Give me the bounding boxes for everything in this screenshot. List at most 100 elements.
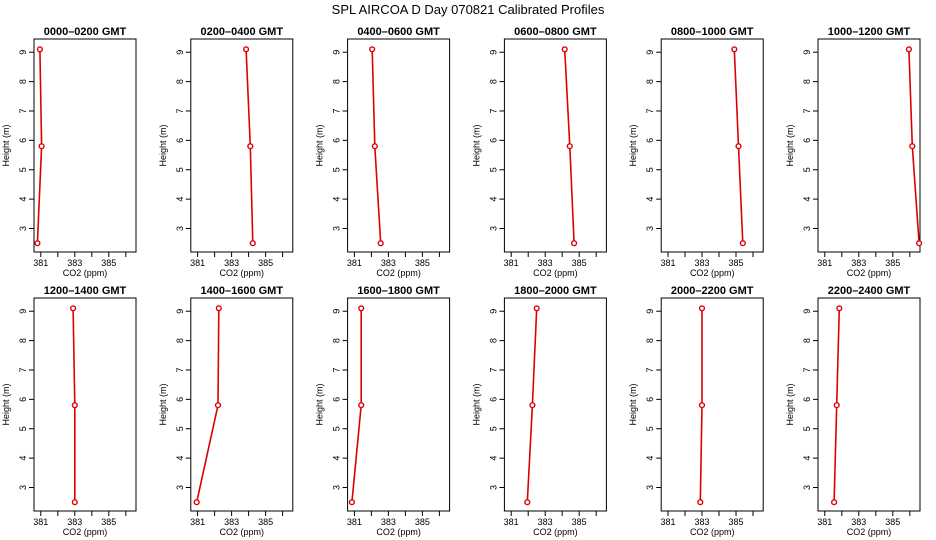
y-tick-label: 7 <box>18 108 28 113</box>
x-axis-label: CO2 (ppm) <box>63 527 108 537</box>
data-point <box>561 46 568 53</box>
y-tick-label: 9 <box>332 50 342 55</box>
x-tick-label: 381 <box>817 258 832 268</box>
y-axis-label: Height (m) <box>471 383 481 425</box>
y-tick-label: 5 <box>645 167 655 172</box>
profile-panel: 0200–0400 GMT 381 383 385 3 4 5 6 7 8 9 CO2 (ppm) He… <box>158 26 294 278</box>
x-tick-label: 383 <box>67 258 82 268</box>
y-tick-label: 3 <box>488 226 498 231</box>
y-tick-label: 6 <box>18 397 28 402</box>
panel-title: 0600–0800 GMT <box>514 26 597 38</box>
y-tick-label: 5 <box>802 426 812 431</box>
y-tick-label: 7 <box>175 108 185 113</box>
panel-title: 1400–1600 GMT <box>201 285 284 297</box>
x-axis-label: CO2 (ppm) <box>220 527 265 537</box>
data-point <box>38 143 45 150</box>
y-axis-label: Height (m) <box>315 124 325 166</box>
y-tick-label: 3 <box>488 485 498 490</box>
panel-title: 0400–0600 GMT <box>357 26 440 38</box>
y-tick-label: 8 <box>175 79 185 84</box>
data-point <box>358 305 365 312</box>
data-point <box>830 499 838 506</box>
panel-title: 0000–0200 GMT <box>44 26 127 38</box>
data-point <box>369 46 376 53</box>
x-tick-label: 381 <box>660 258 675 268</box>
x-tick-label: 383 <box>381 258 396 268</box>
data-point <box>731 46 738 53</box>
y-axis-label: Height (m) <box>1 124 11 166</box>
x-tick-label: 385 <box>101 258 116 268</box>
profile-panel: 1400–1600 GMT 381 383 385 3 4 5 6 7 8 9 CO2 (ppm) He… <box>158 285 294 537</box>
y-tick-label: 7 <box>488 108 498 113</box>
x-axis-label: CO2 (ppm) <box>63 268 108 278</box>
data-point <box>71 402 78 409</box>
y-tick-label: 3 <box>645 485 655 490</box>
y-tick-label: 9 <box>488 50 498 55</box>
x-tick-label: 383 <box>381 517 396 527</box>
x-axis-label: CO2 (ppm) <box>220 268 265 278</box>
y-tick-label: 7 <box>645 367 655 372</box>
x-tick-label: 383 <box>694 517 709 527</box>
y-axis-label: Height (m) <box>785 124 795 166</box>
plot-frame <box>347 38 451 253</box>
y-tick-label: 5 <box>175 426 185 431</box>
x-tick-label: 385 <box>415 258 430 268</box>
data-point <box>377 240 384 247</box>
x-tick-label: 385 <box>258 258 273 268</box>
data-point <box>69 305 77 312</box>
plot-frame <box>817 38 921 253</box>
x-tick-label: 381 <box>504 258 519 268</box>
y-tick-label: 8 <box>332 79 342 84</box>
data-point <box>697 499 704 506</box>
y-axis-label: Height (m) <box>471 124 481 166</box>
y-tick-label: 7 <box>645 108 655 113</box>
x-tick-label: 381 <box>347 517 362 527</box>
data-point <box>214 402 222 409</box>
y-tick-label: 6 <box>645 397 655 402</box>
data-point <box>698 402 706 409</box>
y-axis-label: Height (m) <box>785 383 795 425</box>
y-tick-label: 6 <box>332 397 342 402</box>
data-point <box>905 46 913 53</box>
x-axis-label: CO2 (ppm) <box>376 268 421 278</box>
x-axis-label: CO2 (ppm) <box>533 268 578 278</box>
x-tick-label: 383 <box>224 258 239 268</box>
data-point <box>71 499 78 506</box>
x-tick-label: 385 <box>728 517 743 527</box>
y-tick-label: 3 <box>18 226 28 231</box>
y-tick-label: 3 <box>175 226 185 231</box>
x-tick-label: 383 <box>851 258 866 268</box>
data-point <box>698 305 706 312</box>
y-tick-label: 9 <box>175 50 185 55</box>
figure-title: SPL AIRCOA D Day 070821 Calibrated Profi… <box>332 2 605 17</box>
panel-title: 2200–2400 GMT <box>828 285 911 297</box>
x-axis-label: CO2 (ppm) <box>847 527 892 537</box>
x-axis-label: CO2 (ppm) <box>690 527 735 537</box>
y-tick-label: 9 <box>332 309 342 314</box>
y-axis-label: Height (m) <box>1 383 11 425</box>
y-tick-label: 3 <box>802 226 812 231</box>
profile-panel: 1000–1200 GMT 381 383 385 3 4 5 6 7 8 9 CO2 (ppm) He… <box>785 26 923 278</box>
plot-frame <box>190 297 294 512</box>
y-tick-label: 6 <box>175 397 185 402</box>
y-tick-label: 7 <box>488 367 498 372</box>
plot-frame <box>33 38 137 253</box>
y-tick-label: 6 <box>18 138 28 143</box>
x-tick-label: 381 <box>504 517 519 527</box>
y-tick-label: 5 <box>645 426 655 431</box>
y-tick-label: 9 <box>18 50 28 55</box>
y-tick-label: 6 <box>488 397 498 402</box>
plot-frame <box>660 297 764 512</box>
y-tick-label: 4 <box>18 456 28 461</box>
y-tick-label: 8 <box>18 79 28 84</box>
data-point <box>193 499 200 506</box>
y-tick-label: 4 <box>175 197 185 202</box>
profile-panel: 0800–1000 GMT 381 383 385 3 4 5 6 7 8 9 CO2 (ppm) He… <box>628 26 764 278</box>
x-tick-label: 385 <box>258 517 273 527</box>
data-point <box>570 240 578 247</box>
data-point <box>36 46 44 53</box>
y-tick-label: 5 <box>175 167 185 172</box>
y-axis-label: Height (m) <box>628 124 638 166</box>
x-axis-label: CO2 (ppm) <box>376 527 421 537</box>
